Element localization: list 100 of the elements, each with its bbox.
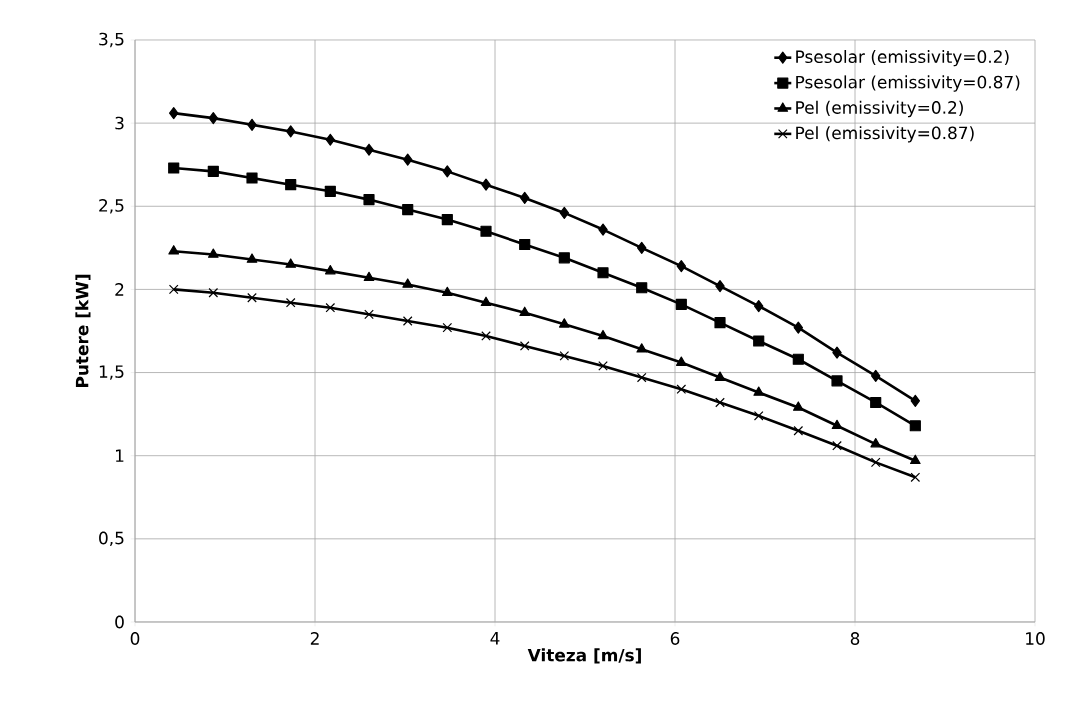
point	[597, 329, 609, 340]
legend-label: Psesolar (emissivity=0.2)	[796, 49, 1009, 67]
point	[831, 375, 843, 387]
point	[168, 245, 180, 255]
point	[364, 143, 374, 156]
point	[442, 322, 453, 333]
point	[480, 296, 492, 307]
point	[637, 241, 647, 254]
y-tick-label: 1,5	[99, 365, 124, 380]
point	[676, 384, 687, 395]
point	[363, 194, 375, 206]
point	[675, 298, 687, 310]
point	[520, 191, 530, 205]
point	[441, 213, 453, 226]
x-tick-label: 6	[670, 632, 680, 645]
point	[870, 457, 881, 468]
point	[363, 271, 375, 282]
point	[597, 267, 609, 279]
point	[753, 410, 764, 421]
x-tick-label: 2	[310, 632, 319, 645]
point	[714, 317, 726, 329]
point	[558, 252, 570, 264]
y-tick-label: 3	[115, 116, 124, 130]
point	[675, 356, 687, 366]
x-tick-label: 8	[850, 632, 860, 645]
legend-label: Pel (emissivity=0.87)	[796, 126, 974, 143]
point	[910, 472, 921, 483]
point	[714, 371, 726, 381]
point	[285, 297, 296, 308]
point	[792, 353, 804, 365]
legend-label: Psesolar (emissivity=0.87)	[796, 75, 1020, 92]
point	[324, 185, 336, 197]
point	[325, 133, 336, 146]
point	[676, 260, 687, 273]
point	[793, 321, 804, 334]
point	[168, 162, 180, 174]
point	[481, 178, 491, 191]
y-tick-label: 1	[116, 449, 124, 462]
point	[715, 397, 725, 408]
point	[402, 278, 414, 288]
point	[364, 309, 374, 320]
point	[831, 419, 843, 430]
point	[441, 286, 453, 297]
point	[208, 287, 219, 298]
point	[636, 372, 647, 383]
point	[246, 172, 258, 184]
point	[246, 253, 258, 263]
point	[636, 282, 648, 294]
point	[558, 318, 570, 328]
point	[598, 361, 608, 371]
point	[247, 118, 257, 131]
point	[169, 107, 179, 120]
point	[207, 165, 219, 177]
x-tick-label: 10	[1026, 632, 1045, 645]
point	[793, 425, 804, 436]
point	[247, 292, 257, 303]
point	[286, 125, 296, 138]
y-axis-title: Putere [kW]	[75, 274, 91, 388]
point	[285, 258, 297, 268]
point	[402, 316, 413, 326]
y-tick-label: 2,5	[99, 198, 124, 214]
point	[832, 440, 842, 451]
point	[442, 165, 453, 178]
point	[519, 341, 530, 351]
point	[909, 420, 921, 432]
legend-label: Pel (emissivity=0.2)	[796, 100, 963, 118]
point	[208, 112, 219, 125]
point	[870, 437, 882, 448]
y-tick-label: 0,5	[99, 531, 124, 547]
point	[559, 206, 570, 219]
point	[324, 265, 336, 275]
point	[909, 454, 921, 465]
point	[871, 369, 881, 382]
point	[325, 302, 336, 313]
point	[870, 396, 882, 409]
point	[792, 401, 804, 411]
point	[519, 238, 531, 251]
point	[480, 225, 492, 237]
x-tick-label: 4	[490, 632, 500, 645]
point	[481, 331, 491, 341]
y-tick-label: 3,5	[99, 32, 124, 48]
point	[168, 284, 179, 295]
point	[285, 179, 297, 191]
point	[559, 351, 570, 361]
x-axis-title: Viteza [m/s]	[527, 648, 641, 664]
point	[753, 386, 765, 396]
point	[715, 280, 725, 293]
point	[910, 394, 921, 407]
y-tick-label: 2	[115, 283, 124, 296]
point	[519, 306, 531, 317]
x-tick-label: 0	[130, 632, 140, 645]
point	[403, 153, 413, 166]
y-tick-label: 0	[115, 615, 124, 629]
point	[207, 248, 219, 258]
point	[636, 343, 648, 353]
point	[598, 223, 608, 236]
point	[754, 299, 764, 313]
point	[832, 346, 842, 359]
point	[402, 204, 414, 216]
point	[753, 335, 765, 347]
